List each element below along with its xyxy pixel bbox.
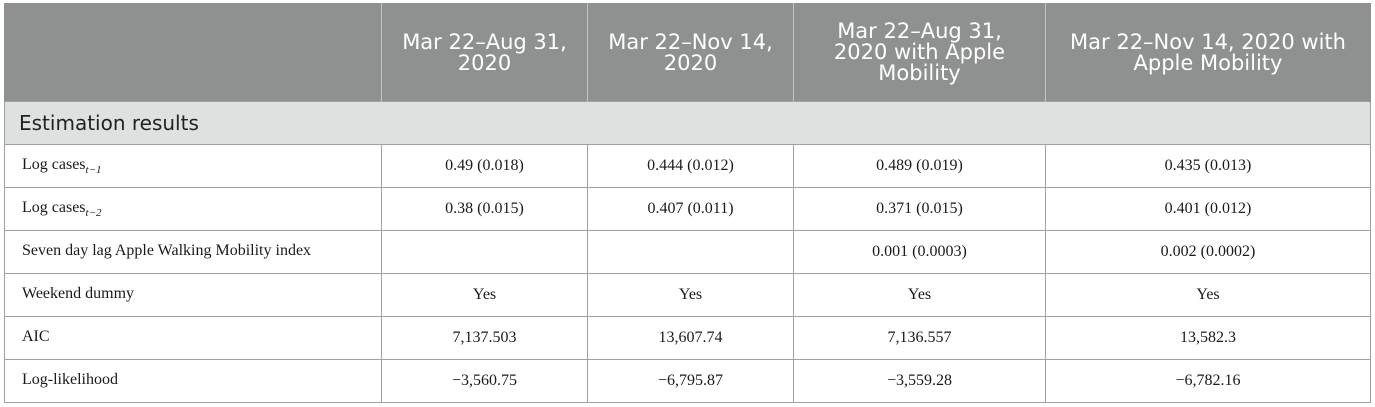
row-label-text: Log cases bbox=[22, 156, 86, 173]
table-cell: 0.001 (0.0003) bbox=[793, 230, 1046, 274]
header-cell-nov-2020: Mar 22–Nov 14, 2020 bbox=[587, 3, 794, 102]
row-label: Weekend dummy bbox=[4, 273, 382, 317]
header-cell-nov-2020-apple: Mar 22–Nov 14, 2020 with Apple Mobility bbox=[1045, 3, 1371, 102]
row-label-text: Weekend dummy bbox=[22, 285, 135, 302]
table-cell: 7,137.503 bbox=[381, 316, 588, 360]
table-cell: Yes bbox=[1045, 273, 1371, 317]
table-row: Log casest−1 0.49 (0.018) 0.444 (0.012) … bbox=[4, 144, 1371, 188]
table-cell: 13,582.3 bbox=[1045, 316, 1371, 360]
table-cell: −6,782.16 bbox=[1045, 359, 1371, 403]
table-cell: 0.371 (0.015) bbox=[793, 187, 1046, 231]
table-cell bbox=[381, 230, 588, 274]
table-cell: −3,560.75 bbox=[381, 359, 588, 403]
row-label-subscript: t−1 bbox=[85, 164, 102, 176]
table-row: Seven day lag Apple Walking Mobility ind… bbox=[4, 230, 1371, 274]
table-cell: 0.38 (0.015) bbox=[381, 187, 588, 231]
table-cell: −6,795.87 bbox=[587, 359, 794, 403]
row-label-subscript: t−2 bbox=[85, 207, 102, 219]
table-cell: 13,607.74 bbox=[587, 316, 794, 360]
header-cell-empty bbox=[4, 3, 382, 102]
row-label: Log-likelihood bbox=[4, 359, 382, 403]
row-label-text: Seven day lag Apple Walking Mobility ind… bbox=[22, 242, 312, 259]
section-label: Estimation results bbox=[4, 101, 1371, 145]
row-label: Log casest−2 bbox=[4, 187, 382, 231]
table-cell: Yes bbox=[793, 273, 1046, 317]
table-cell: −3,559.28 bbox=[793, 359, 1046, 403]
table-row: Log casest−2 0.38 (0.015) 0.407 (0.011) … bbox=[4, 187, 1371, 231]
row-label: AIC bbox=[4, 316, 382, 360]
table-row: AIC 7,137.503 13,607.74 7,136.557 13,582… bbox=[4, 316, 1371, 360]
table-body: Estimation results Log casest−1 0.49 (0.… bbox=[4, 101, 1371, 403]
table-cell: 0.002 (0.0002) bbox=[1045, 230, 1371, 274]
table-cell: 0.444 (0.012) bbox=[587, 144, 794, 188]
table-row: Log-likelihood −3,560.75 −6,795.87 −3,55… bbox=[4, 359, 1371, 403]
row-label-text: Log-likelihood bbox=[22, 371, 118, 388]
table-cell: Yes bbox=[587, 273, 794, 317]
table-cell: 0.407 (0.011) bbox=[587, 187, 794, 231]
table-header: Mar 22–Aug 31, 2020 Mar 22–Nov 14, 2020 … bbox=[4, 3, 1371, 102]
table-cell: 0.435 (0.013) bbox=[1045, 144, 1371, 188]
table-row: Weekend dummy Yes Yes Yes Yes bbox=[4, 273, 1371, 317]
row-label: Log casest−1 bbox=[4, 144, 382, 188]
section-row: Estimation results bbox=[4, 101, 1371, 145]
estimation-results-table: Mar 22–Aug 31, 2020 Mar 22–Nov 14, 2020 … bbox=[4, 3, 1371, 403]
table-cell: 0.489 (0.019) bbox=[793, 144, 1046, 188]
row-label-text: AIC bbox=[22, 328, 50, 345]
table-cell bbox=[587, 230, 794, 274]
table-cell: 0.49 (0.018) bbox=[381, 144, 588, 188]
row-label: Seven day lag Apple Walking Mobility ind… bbox=[4, 230, 382, 274]
row-label-text: Log cases bbox=[22, 199, 86, 216]
table-cell: 7,136.557 bbox=[793, 316, 1046, 360]
table-cell: 0.401 (0.012) bbox=[1045, 187, 1371, 231]
table-cell: Yes bbox=[381, 273, 588, 317]
header-row: Mar 22–Aug 31, 2020 Mar 22–Nov 14, 2020 … bbox=[4, 3, 1371, 102]
header-cell-aug-2020: Mar 22–Aug 31, 2020 bbox=[381, 3, 588, 102]
header-cell-aug-2020-apple: Mar 22–Aug 31, 2020 with Apple Mobility bbox=[793, 3, 1046, 102]
